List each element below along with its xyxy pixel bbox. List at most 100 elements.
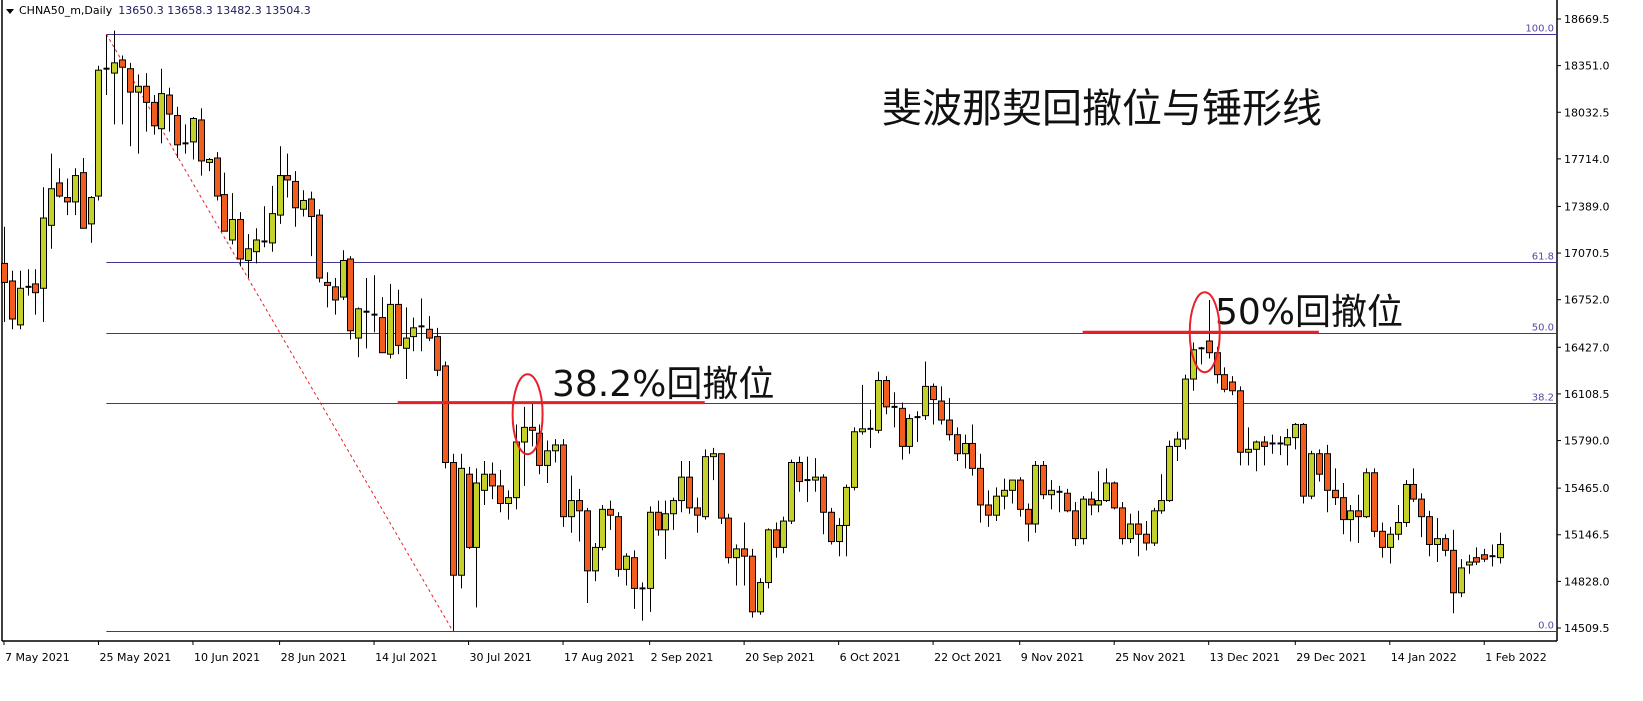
candle-body-bull	[403, 337, 410, 349]
candle-body-bear	[576, 500, 583, 512]
candle	[434, 327, 441, 377]
candle	[536, 424, 543, 475]
candle-body-bear	[166, 94, 173, 115]
candle-body-bull	[788, 462, 795, 522]
candle-body-bull	[843, 486, 850, 526]
candle	[914, 411, 921, 443]
candle	[410, 317, 417, 352]
candle	[749, 548, 756, 618]
candle-body-bull	[340, 259, 347, 298]
candle-body-bull	[158, 93, 165, 130]
candle-body-bull	[702, 456, 709, 518]
candle-body-bull	[592, 546, 599, 572]
candle-body-bull	[710, 453, 717, 458]
candle	[40, 187, 47, 322]
candle-body-bull	[245, 248, 252, 261]
candle-body-bull	[458, 467, 465, 576]
candle	[221, 172, 228, 232]
candle-body-bear	[694, 507, 701, 516]
chart-frame	[1, 0, 1558, 642]
y-tick-label: 18032.5	[1564, 106, 1610, 119]
candle	[1151, 507, 1158, 546]
candle	[733, 544, 740, 586]
candle-body-bear	[56, 182, 63, 197]
candle	[851, 427, 858, 491]
candle	[25, 269, 32, 296]
x-tick-label: 20 Sep 2021	[745, 651, 815, 664]
candle	[80, 158, 87, 229]
candle-body-bull	[552, 444, 559, 452]
candle	[1308, 450, 1315, 500]
candle-body-bear	[1111, 482, 1118, 509]
candle-body-bull	[513, 441, 520, 499]
candle-body-bear	[450, 462, 457, 576]
candle-body-bear	[1229, 381, 1236, 392]
y-tick-label: 17389.0	[1564, 200, 1610, 213]
candle	[332, 278, 339, 315]
candle-body-bull	[1080, 498, 1087, 540]
x-tick-label: 28 Jun 2021	[281, 651, 347, 664]
candle	[773, 522, 780, 558]
candle	[505, 490, 512, 520]
candle-body-bear	[324, 281, 331, 286]
candle	[292, 171, 299, 227]
candle-body-bull	[1174, 438, 1181, 447]
candle-body-bull	[410, 327, 417, 338]
candle	[151, 95, 158, 135]
y-tick-label: 16108.5	[1564, 388, 1610, 401]
candle-body-bear	[198, 119, 205, 162]
dropdown-triangle-icon[interactable]	[6, 8, 14, 14]
candle	[143, 73, 150, 132]
candle-body-bear	[883, 380, 890, 408]
candle	[828, 507, 835, 545]
candle-body-bear	[442, 365, 449, 464]
candle	[1379, 522, 1386, 558]
x-tick-label: 14 Jan 2022	[1391, 651, 1457, 664]
candle-body-bull	[1103, 482, 1110, 502]
candle-body-bear	[725, 517, 732, 559]
time-axis: 7 May 2021 25 May 2021 10 Jun 2021 28 Jun 2…	[3, 641, 1547, 664]
candle	[1032, 461, 1039, 533]
candle	[166, 87, 173, 132]
candle-body-bull	[387, 303, 394, 355]
candle	[316, 209, 323, 283]
candle-body-bear	[773, 529, 780, 548]
candle-body-bull	[72, 175, 79, 203]
candle-body-bear	[1135, 523, 1142, 535]
candle	[1119, 502, 1126, 545]
candle	[450, 453, 457, 631]
candle-body-bear	[1442, 538, 1449, 551]
candle-body-bear	[1355, 510, 1362, 518]
y-tick-label: 17714.0	[1564, 153, 1610, 166]
x-tick-label: 25 May 2021	[99, 651, 171, 664]
candle-body-bull	[1497, 543, 1504, 559]
candle-body-bear	[1040, 464, 1047, 496]
candle	[135, 74, 142, 154]
candle	[891, 392, 898, 428]
candle-body-bear	[584, 510, 591, 572]
candle	[1300, 422, 1307, 504]
candle-body-bear	[1064, 492, 1071, 512]
candle-body-bear	[1261, 441, 1268, 447]
candle-body-bear	[292, 180, 299, 209]
candle-body-bear	[1450, 549, 1457, 594]
candle-body-bear	[1316, 453, 1323, 475]
fib-trend-line	[105, 33, 454, 632]
candle	[1324, 444, 1331, 513]
candle	[489, 462, 496, 500]
candle-body-bear	[536, 432, 543, 466]
candle	[1080, 496, 1087, 545]
candle	[521, 406, 528, 486]
candle-body-bull	[253, 239, 260, 253]
price-axis: 18669.5 18351.0 18032.5 17714.0 17389.0 17070…	[1557, 13, 1610, 635]
candle	[788, 459, 795, 524]
candle-body-bear	[796, 462, 803, 483]
candle-body-bear	[127, 68, 134, 93]
candle	[1048, 480, 1055, 510]
candle-body-bull	[1151, 510, 1158, 544]
label-50-retracement: 50%回撤位	[1215, 292, 1403, 333]
candle-body-bear	[174, 115, 181, 146]
candle	[859, 384, 866, 435]
x-tick-label: 9 Nov 2021	[1021, 651, 1084, 664]
